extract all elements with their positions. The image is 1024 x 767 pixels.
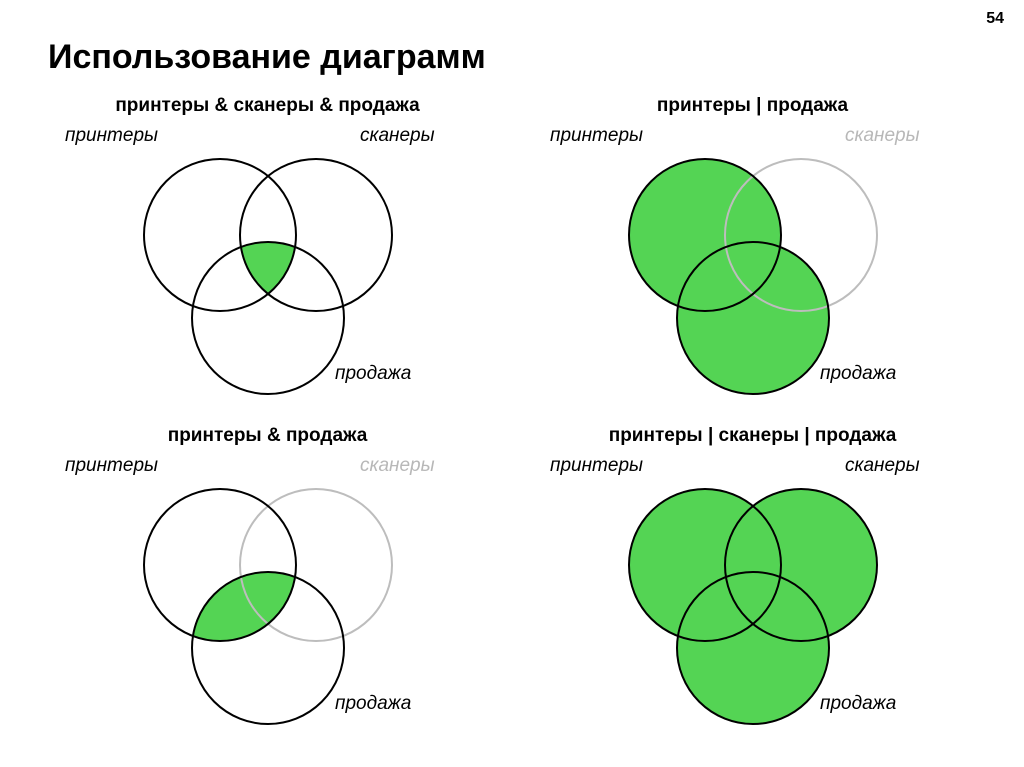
slide-page: 54 Использование диаграмм принтеры & ска… bbox=[0, 0, 1024, 767]
diagram-cell-4: принтеры | сканеры | продажа принтеры ск… bbox=[515, 425, 990, 755]
label-sales: продажа bbox=[335, 693, 411, 715]
label-sales: продажа bbox=[335, 363, 411, 385]
label-sales: продажа bbox=[820, 363, 896, 385]
label-scanners: сканеры bbox=[360, 125, 435, 147]
diagram-cell-3: принтеры & продажа принтеры сканеры прод… bbox=[30, 425, 505, 755]
label-printers: принтеры bbox=[550, 125, 643, 147]
diagram-title: принтеры & сканеры & продажа bbox=[30, 95, 505, 117]
label-scanners: сканеры bbox=[845, 125, 920, 147]
label-printers: принтеры bbox=[550, 455, 643, 477]
page-number: 54 bbox=[986, 10, 1004, 28]
label-printers: принтеры bbox=[65, 125, 158, 147]
diagram-title: принтеры & продажа bbox=[30, 425, 505, 447]
diagram-title: принтеры | продажа bbox=[515, 95, 990, 117]
diagram-cell-1: принтеры & сканеры & продажа принтеры ск… bbox=[30, 95, 505, 415]
diagram-cell-2: принтеры | продажа принтеры сканеры прод… bbox=[515, 95, 990, 415]
diagram-grid: принтеры & сканеры & продажа принтеры ск… bbox=[30, 95, 990, 755]
label-sales: продажа bbox=[820, 693, 896, 715]
diagram-title: принтеры | сканеры | продажа bbox=[515, 425, 990, 447]
label-scanners: сканеры bbox=[360, 455, 435, 477]
label-scanners: сканеры bbox=[845, 455, 920, 477]
label-printers: принтеры bbox=[65, 455, 158, 477]
page-title: Использование диаграмм bbox=[48, 38, 486, 77]
